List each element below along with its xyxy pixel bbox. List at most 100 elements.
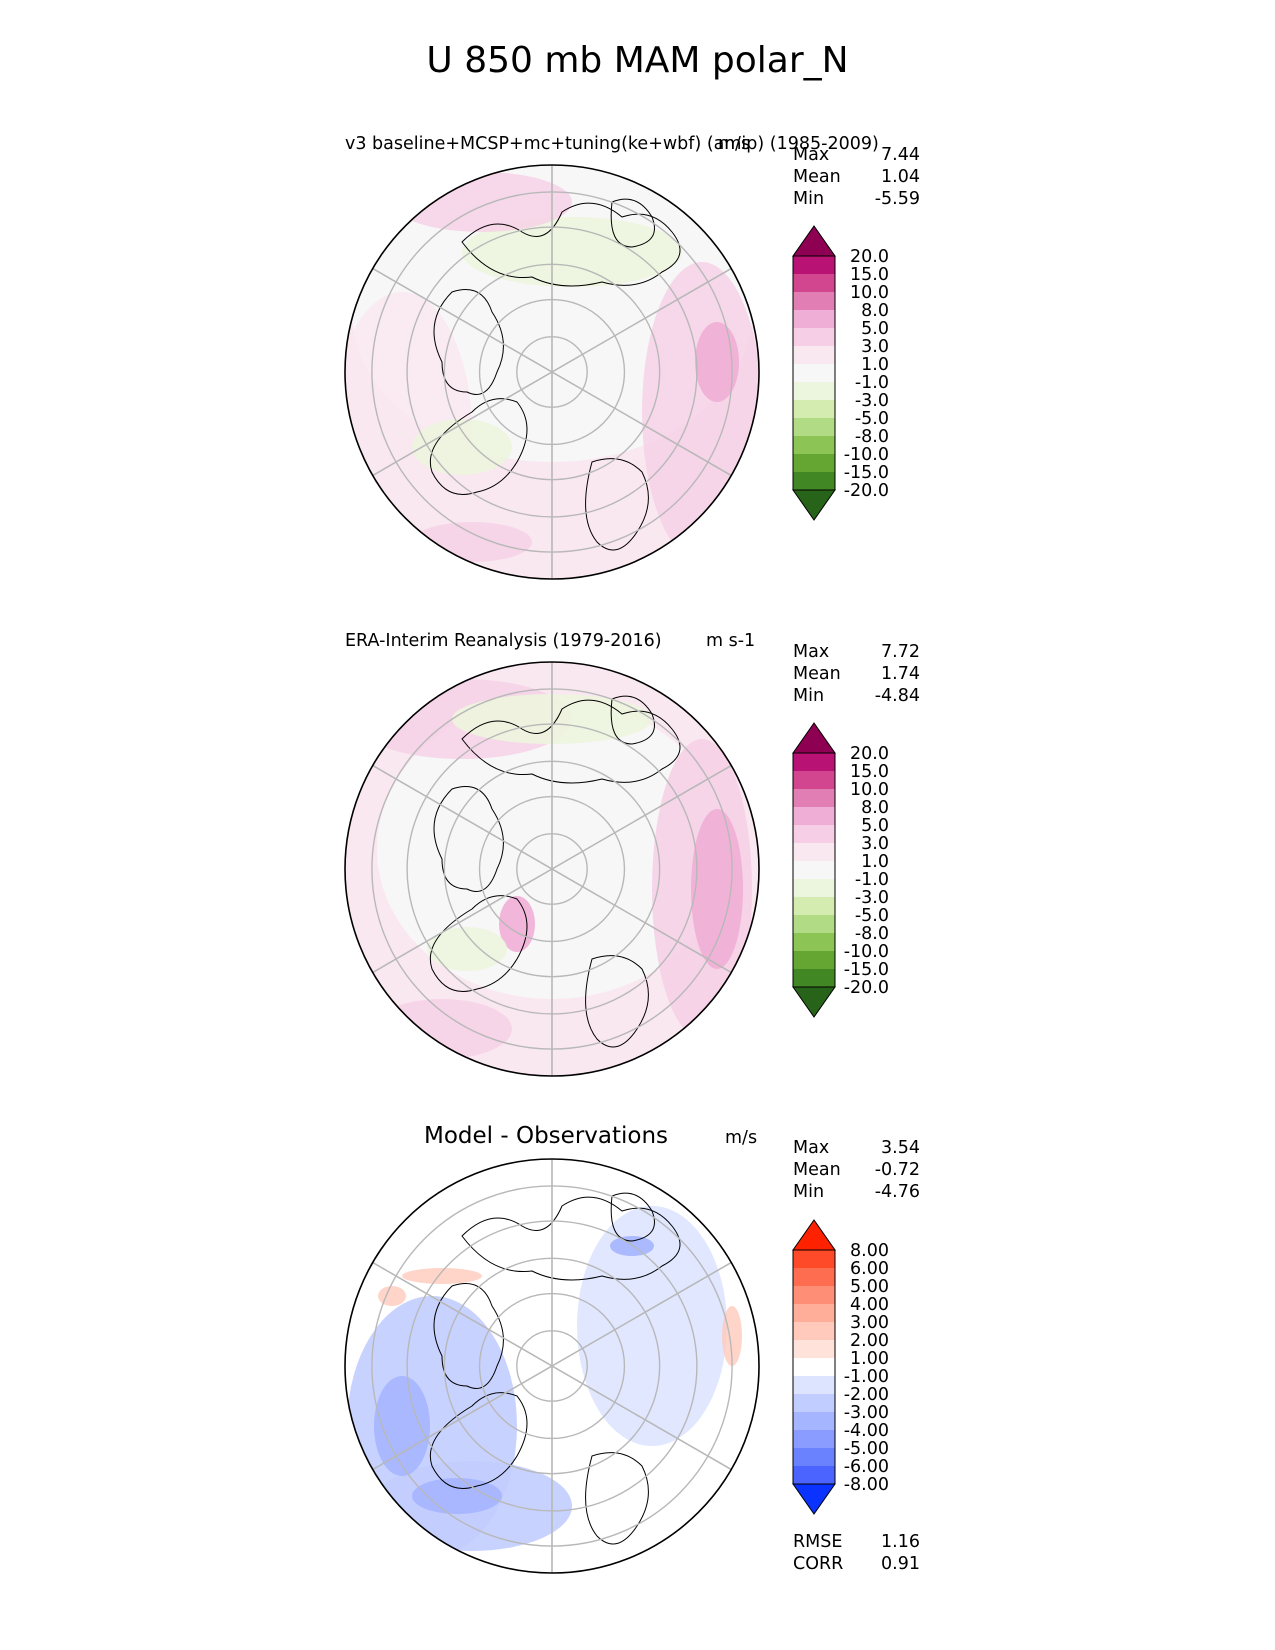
colorbar-tick-label: -1.00	[844, 1367, 889, 1387]
panel-2-min-label: Min	[793, 686, 825, 706]
colorbar-tick-label: -20.0	[844, 978, 889, 998]
panel-3-min-label: Min	[793, 1182, 825, 1202]
coastline-island	[610, 198, 655, 248]
contour-region	[412, 419, 512, 475]
meridian-line	[372, 267, 732, 477]
colorbar-band	[793, 1448, 835, 1466]
panel-2-mean-value: 1.74	[881, 664, 920, 684]
contour-region	[374, 1376, 430, 1476]
figure-title: U 850 mb MAM polar_N	[426, 40, 849, 81]
colorbar-band	[793, 1376, 835, 1394]
colorbar-band	[793, 1286, 835, 1304]
colorbar-band	[793, 1466, 835, 1484]
colorbar-band	[793, 1340, 835, 1358]
panel-1-mean-label: Mean	[793, 167, 841, 187]
colorbar-band	[793, 292, 835, 310]
coastline-north	[461, 699, 681, 784]
contour-region	[412, 522, 532, 562]
colorbar-band	[793, 789, 835, 807]
colorbar-tick-label: -15.0	[844, 463, 889, 483]
colorbar-tick-label: -8.00	[844, 1475, 889, 1495]
colorbar-tick-label: -3.0	[855, 888, 889, 908]
colorbar-tick-label: 5.0	[861, 319, 889, 339]
coastlines	[429, 695, 681, 1048]
meridian-line	[372, 764, 732, 974]
graticule	[371, 165, 733, 579]
colorbar-tick-label: -3.0	[855, 391, 889, 411]
colorbar-band	[793, 861, 835, 879]
contour-region	[691, 809, 743, 969]
panel-3-max-value: 3.54	[881, 1138, 920, 1158]
panel-2-min-value: -4.84	[874, 686, 920, 706]
panel-2-units: m s-1	[706, 631, 756, 651]
map-boundary	[344, 1158, 760, 1574]
colorbar-tick-label: 20.0	[850, 744, 889, 764]
colorbar-band	[793, 807, 835, 825]
coastline-east	[585, 955, 649, 1048]
colorbar-tick-label: -3.00	[844, 1403, 889, 1423]
panel-1-units: m/s	[718, 134, 751, 154]
corr-value: 0.91	[881, 1554, 920, 1574]
colorbar-band	[793, 771, 835, 789]
colorbar-tick-label: 3.0	[861, 834, 889, 854]
coastline-island	[610, 1192, 655, 1242]
colorbar-tick-label: -20.0	[844, 481, 889, 501]
coastline-greenland	[429, 895, 528, 992]
colorbar-band	[793, 454, 835, 472]
rmse-value: 1.16	[881, 1532, 920, 1552]
coastline-east	[585, 1452, 649, 1545]
panel-3-min-value: -4.76	[874, 1182, 920, 1202]
panel-3-units: m/s	[725, 1128, 758, 1148]
contour-region	[372, 999, 512, 1059]
contour-region	[378, 1286, 406, 1306]
map-boundary	[344, 164, 760, 580]
colorbar-tick-label: 2.00	[850, 1331, 889, 1351]
coastline-north	[461, 202, 681, 287]
corr-label: CORR	[793, 1554, 844, 1574]
colorbar-tick-label: -5.00	[844, 1439, 889, 1459]
panel-1-mean-value: 1.04	[881, 167, 920, 187]
polar-map-2	[344, 661, 760, 1077]
coastline-west	[433, 289, 504, 395]
panel-1-min-label: Min	[793, 189, 825, 209]
coastline-island	[610, 695, 655, 745]
coastline-east	[585, 458, 649, 551]
colorbar-band	[793, 382, 835, 400]
colorbar-band	[793, 843, 835, 861]
colorbar-tick-label: 3.0	[861, 337, 889, 357]
colorbar-tick-label: 8.0	[861, 301, 889, 321]
panel-2-mean-label: Mean	[793, 664, 841, 684]
contour-region	[610, 1236, 654, 1256]
colorbar-3: 8.006.005.004.003.002.001.00-1.00-2.00-3…	[792, 1219, 889, 1515]
polar-map-3	[344, 1158, 760, 1574]
colorbar-band	[793, 400, 835, 418]
colorbar-tick-label: -6.00	[844, 1457, 889, 1477]
colorbar-band	[793, 364, 835, 382]
colorbar-tick-label: -10.0	[844, 942, 889, 962]
colorbar-tick-label: 15.0	[850, 265, 889, 285]
colorbar-tick-label: 5.00	[850, 1277, 889, 1297]
colorbar-band	[793, 310, 835, 328]
contour-region	[427, 927, 507, 971]
meridian-line	[372, 1261, 732, 1471]
colorbar-tick-label: 8.00	[850, 1241, 889, 1261]
colorbar-extend-max	[792, 225, 836, 257]
panel-1-title: v3 baseline+MCSP+mc+tuning(ke+wbf) (amip…	[345, 134, 879, 154]
panel-1-max-value: 7.44	[881, 145, 920, 165]
colorbar-band	[793, 1430, 835, 1448]
colorbar-tick-label: 1.0	[861, 355, 889, 375]
coastline-north	[461, 1196, 681, 1281]
coastline-west	[433, 786, 504, 892]
colorbar-band	[793, 753, 835, 771]
colorbar-extend-min	[792, 1483, 836, 1515]
colorbar-band	[793, 951, 835, 969]
colorbar-band	[793, 933, 835, 951]
graticule	[371, 1159, 733, 1573]
panel-1-max-label: Max	[793, 145, 830, 165]
colorbar-tick-label: -8.0	[855, 924, 889, 944]
coastlines	[429, 1192, 681, 1545]
panel-3-mean-label: Mean	[793, 1160, 841, 1180]
colorbar-tick-label: -1.0	[855, 373, 889, 393]
colorbar-band	[793, 825, 835, 843]
colorbar-tick-label: 1.00	[850, 1349, 889, 1369]
